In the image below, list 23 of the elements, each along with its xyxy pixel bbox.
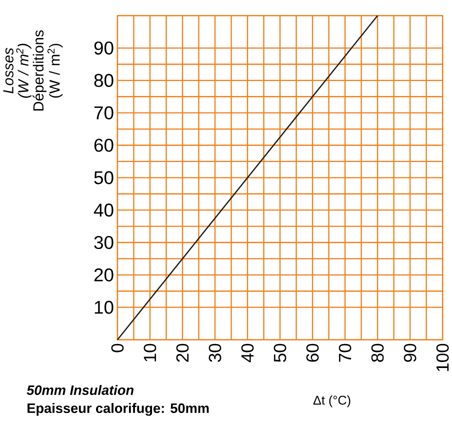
y-tick-label: 70 [94,106,114,120]
x-tick-label: 70 [338,344,352,362]
x-axis-title: Δt (°C) [313,396,350,408]
y-tick-label: 80 [94,74,114,88]
y-tick-label: 40 [94,204,114,217]
y-tick-label: 10 [94,300,114,314]
x-tick-label: 20 [176,344,189,362]
x-tick-label: 100 [436,344,449,372]
x-tick-label: 0 [111,344,124,352]
y-tick-label: 30 [94,236,114,250]
y-tick-label: 50 [94,171,114,184]
text: 50mm Insulation [26,385,134,396]
x-tick-label: 30 [208,344,222,362]
x-tick-label: 10 [144,344,156,362]
y-tick-label: 60 [94,138,114,152]
x-tick-label: 40 [241,344,254,362]
x-tick-label: 50 [274,344,286,362]
text: Epaisseur calorifuge: 50mm [28,403,209,416]
y-tick-label: 20 [94,268,114,282]
x-tick-label: 90 [404,344,416,362]
y-tick-label: 90 [94,42,114,55]
x-tick-label: 80 [371,344,384,362]
x-tick-label: 60 [306,344,319,362]
